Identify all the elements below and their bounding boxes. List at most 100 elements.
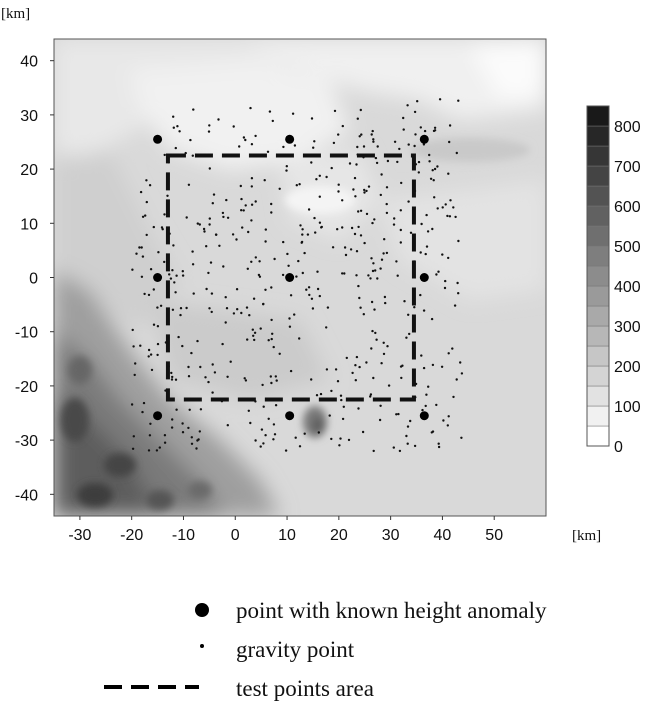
gravity-point xyxy=(229,360,232,363)
gravity-point xyxy=(355,355,359,359)
gravity-point xyxy=(141,215,145,218)
gravity-point xyxy=(419,251,422,254)
gravity-point xyxy=(343,272,346,275)
gravity-point xyxy=(353,232,357,236)
y-tick-label: -20 xyxy=(15,379,38,396)
known-height-anomaly-point xyxy=(285,134,295,144)
gravity-point xyxy=(386,159,390,163)
gravity-point xyxy=(338,444,341,447)
gravity-point xyxy=(301,228,304,231)
gravity-point xyxy=(403,300,406,303)
gravity-point xyxy=(351,371,354,375)
gravity-point xyxy=(188,408,191,411)
colorbar-band xyxy=(586,285,610,307)
gravity-point xyxy=(318,174,321,177)
colorbar-band xyxy=(586,405,610,427)
gravity-point xyxy=(313,140,316,143)
gravity-point xyxy=(414,133,417,136)
gravity-point xyxy=(355,163,358,166)
gravity-point xyxy=(318,221,322,224)
gravity-point xyxy=(317,431,320,434)
x-tick-label: 0 xyxy=(231,527,240,544)
gravity-point xyxy=(250,143,254,146)
gravity-point xyxy=(320,226,323,229)
gravity-point xyxy=(156,306,159,309)
gravity-point xyxy=(156,353,159,357)
gravity-point xyxy=(406,425,410,428)
gravity-point xyxy=(336,228,339,231)
gravity-point xyxy=(272,423,276,426)
x-tick-label: -20 xyxy=(120,527,143,544)
gravity-point xyxy=(375,161,379,165)
gravity-point xyxy=(453,304,457,307)
known-height-anomaly-point xyxy=(153,273,163,282)
gravity-point xyxy=(147,348,151,352)
colorbar-tick-label: 300 xyxy=(614,319,641,336)
gravity-point xyxy=(420,222,423,226)
gravity-point xyxy=(435,403,438,407)
gravity-point xyxy=(374,269,377,272)
gravity-point xyxy=(187,365,190,369)
gravity-point xyxy=(446,214,449,218)
gravity-point xyxy=(409,419,412,423)
gravity-point xyxy=(422,366,426,370)
gravity-point xyxy=(426,230,430,233)
gravity-point xyxy=(337,133,340,136)
gravity-point xyxy=(447,172,450,175)
gravity-point xyxy=(247,409,250,412)
axes: -30 -20 -10 0 10 20 30 40 50 40 30 20 10 0 -10 -20 -30 -4… xyxy=(15,54,503,544)
gravity-point xyxy=(274,375,277,378)
gravity-point xyxy=(332,141,336,145)
gravity-point xyxy=(163,260,166,264)
gravity-point xyxy=(207,271,210,275)
gravity-point xyxy=(144,214,147,217)
gravity-point xyxy=(396,160,399,164)
colorbar-band xyxy=(586,265,610,287)
gravity-point xyxy=(367,274,370,277)
gravity-point xyxy=(270,211,273,214)
gravity-point xyxy=(293,144,297,147)
gravity-point xyxy=(342,405,345,408)
gravity-point xyxy=(393,217,396,220)
gravity-point xyxy=(356,145,359,149)
gravity-point xyxy=(457,239,460,243)
gravity-point xyxy=(397,412,400,416)
gravity-point xyxy=(316,287,320,291)
gravity-point xyxy=(354,364,357,367)
gravity-point xyxy=(192,292,195,295)
gravity-point xyxy=(135,252,138,255)
gravity-point xyxy=(175,274,178,277)
gravity-point xyxy=(145,179,148,182)
gravity-point xyxy=(138,246,141,249)
gravity-point xyxy=(172,115,175,118)
gravity-point xyxy=(187,183,191,186)
gravity-point xyxy=(437,445,441,449)
gravity-point xyxy=(253,331,257,334)
gravity-point xyxy=(399,228,402,232)
gravity-point xyxy=(131,328,134,332)
gravity-point xyxy=(363,191,366,194)
gravity-point xyxy=(294,436,297,439)
gravity-point xyxy=(215,233,218,236)
gravity-point xyxy=(148,434,152,437)
gravity-point xyxy=(207,380,210,384)
gravity-point xyxy=(359,209,363,212)
gravity-point xyxy=(159,304,163,307)
gravity-point xyxy=(149,353,153,356)
gravity-point xyxy=(347,438,351,442)
colorbar-band xyxy=(586,385,610,407)
gravity-point xyxy=(187,375,191,378)
gravity-point xyxy=(362,145,366,148)
gravity-point xyxy=(171,308,175,311)
gravity-point xyxy=(260,428,264,431)
gravity-point xyxy=(147,293,151,297)
gravity-point xyxy=(339,394,343,397)
gravity-point xyxy=(406,104,409,107)
gravity-point xyxy=(386,345,389,348)
gravity-point xyxy=(163,153,166,157)
gravity-point xyxy=(195,447,198,450)
gravity-point xyxy=(175,408,178,411)
gravity-point xyxy=(132,345,135,348)
gravity-point xyxy=(325,326,328,329)
colorbar-band xyxy=(586,365,610,387)
